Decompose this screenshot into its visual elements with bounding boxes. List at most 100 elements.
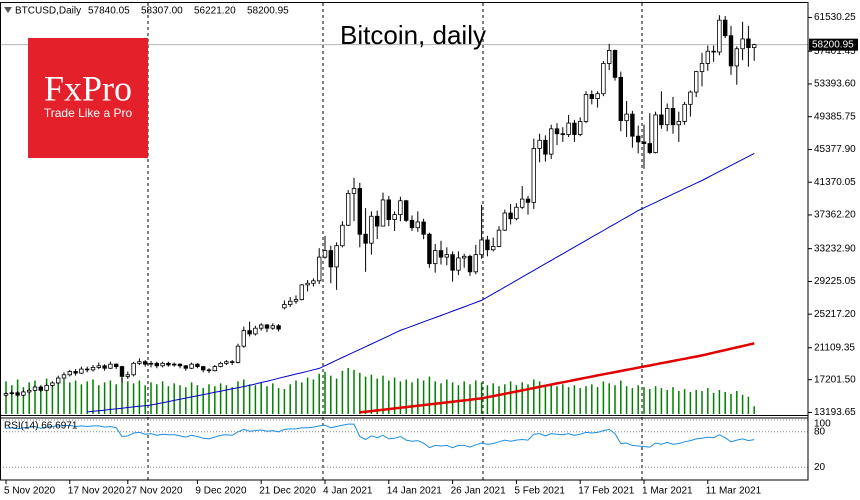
volume-bar: [22, 387, 25, 414]
logo-tagline: Trade Like a Pro: [44, 106, 133, 120]
candle-body: [543, 139, 548, 155]
candle-body: [427, 233, 432, 265]
candle-body: [334, 245, 339, 268]
candle-body: [752, 44, 757, 49]
candle-body: [398, 200, 403, 216]
candle-body: [728, 35, 734, 67]
candle-body: [589, 94, 594, 100]
candle-body: [305, 282, 310, 286]
volume-bar: [614, 385, 616, 414]
volume-bar: [318, 373, 320, 414]
candle-body: [444, 254, 449, 258]
volume-bar: [736, 391, 738, 414]
volume-bar: [405, 379, 407, 414]
candle-body: [311, 280, 316, 284]
volume-bar: [127, 381, 129, 414]
y-tick-label: 13193.65: [814, 407, 856, 418]
volume-bar: [463, 381, 465, 414]
candle-body: [61, 374, 67, 379]
candle-body: [421, 221, 426, 235]
volume-bar: [254, 385, 257, 414]
axes: 61530.25 57401.45 53393.60 49385.75 45377.90…: [4, 12, 856, 497]
candle-body: [705, 50, 710, 64]
candle-body: [717, 19, 722, 53]
candle-body: [67, 371, 72, 376]
last-price-box: [809, 38, 858, 51]
candle-body: [502, 212, 507, 231]
volume-bar: [451, 382, 454, 414]
y-tick-label: 33232.90: [814, 243, 856, 254]
candle-body: [9, 392, 14, 394]
candle-body: [206, 369, 212, 372]
candle-body: [218, 362, 223, 368]
candle-body: [485, 239, 490, 251]
candle-body: [241, 330, 246, 347]
volume-bar: [753, 406, 755, 414]
candle-body: [293, 299, 299, 302]
candle-body: [340, 224, 345, 247]
candle-body: [270, 325, 275, 329]
volume-bar: [533, 379, 535, 414]
candle-body: [363, 233, 368, 244]
volume-bar: [573, 385, 576, 414]
volume-bar: [156, 384, 158, 414]
volume-bar: [521, 382, 523, 414]
volume-bar: [434, 381, 436, 414]
candle-body: [79, 368, 84, 374]
volume-bar: [446, 379, 448, 414]
rsi-tick-label: 20: [814, 462, 826, 473]
volume-bar: [475, 380, 477, 414]
candle-body: [578, 121, 583, 135]
x-tick-label: 17 Nov 2020: [68, 486, 125, 497]
candle-body: [328, 250, 333, 268]
candle-body: [566, 122, 571, 135]
candle-body: [148, 362, 154, 365]
candle-body: [386, 199, 391, 220]
candle-body: [114, 363, 119, 368]
candle-body: [647, 143, 652, 153]
volume-bar: [196, 385, 199, 414]
candle-body: [461, 255, 467, 259]
candle-body: [514, 206, 519, 220]
volume-bar: [370, 374, 373, 414]
candle-body: [723, 19, 728, 37]
header-value: 58307.00: [141, 6, 183, 17]
x-tick-label: 11 Mar 2021: [706, 486, 762, 497]
volume-bar: [567, 387, 570, 414]
volume-bar: [376, 378, 378, 414]
volume-bar: [5, 381, 7, 414]
candle-body: [137, 361, 142, 364]
candle-body: [479, 239, 484, 256]
volume-bar: [341, 370, 344, 414]
volume-bar: [602, 381, 605, 414]
candle-body: [299, 284, 304, 301]
y-tick-label: 45377.90: [814, 144, 856, 155]
candle-body: [357, 188, 362, 235]
price-panel: [0, 15, 808, 414]
candle-body: [177, 363, 183, 367]
y-tick-label: 21109.35: [814, 342, 855, 353]
rsi-label: RSI(14) 66.6971: [4, 421, 78, 432]
volume-bar: [730, 393, 732, 414]
volume-bar: [63, 379, 65, 414]
symbol-icon: [4, 7, 12, 13]
candle-body: [525, 198, 531, 203]
candle-body: [264, 324, 270, 329]
volume-bar: [504, 384, 506, 414]
candle-body: [26, 389, 32, 393]
candle-body: [374, 215, 380, 227]
volume-bar: [422, 380, 425, 414]
volume-bar: [683, 389, 686, 414]
volume-bar: [562, 384, 564, 414]
candle-body: [595, 93, 600, 100]
volume-bar: [631, 388, 634, 414]
y-tick-label: 25217.20: [814, 309, 856, 320]
candle-body: [131, 362, 136, 376]
rsi-tick-label: 80: [814, 426, 826, 437]
candle-body: [56, 377, 61, 384]
candle-body: [583, 94, 589, 122]
candle-body: [549, 128, 554, 155]
candle-body: [688, 91, 693, 105]
candle-body: [607, 49, 612, 64]
volume-bar: [411, 382, 413, 414]
